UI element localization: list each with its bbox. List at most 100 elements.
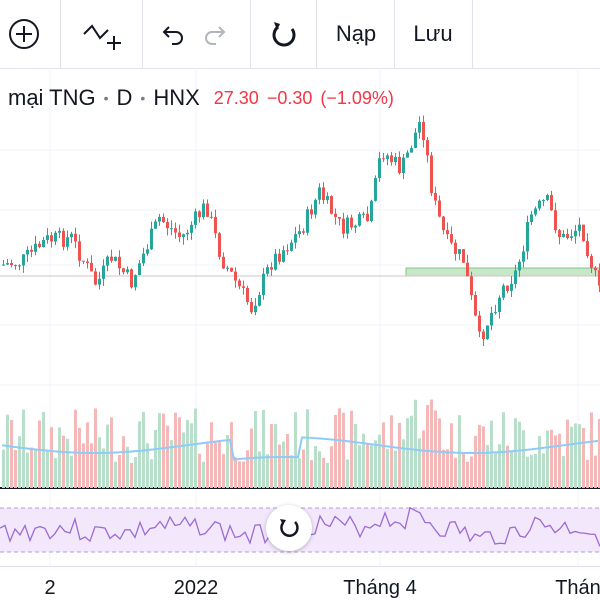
volume-bar: [422, 430, 425, 488]
candle: [302, 231, 305, 233]
candle: [322, 187, 325, 201]
volume-bar: [74, 409, 77, 488]
volume-bar: [546, 430, 549, 488]
candle: [334, 213, 337, 217]
candle: [270, 267, 273, 270]
load-button[interactable]: Nạp: [318, 0, 394, 68]
candle: [358, 214, 361, 226]
separator-dot: •: [103, 90, 109, 106]
candle: [306, 209, 309, 233]
candle: [450, 234, 453, 243]
volume-bar: [414, 399, 417, 488]
candle: [250, 301, 253, 313]
volume-bar: [46, 450, 49, 488]
volume-bar: [222, 454, 225, 488]
exchange-label: HNX: [153, 85, 200, 110]
volume-bar: [430, 399, 433, 488]
candle: [578, 224, 581, 231]
add-button[interactable]: [0, 0, 48, 68]
undo-button[interactable]: [150, 0, 192, 68]
candle: [282, 250, 285, 262]
candle: [26, 249, 29, 255]
volume-bar: [302, 449, 305, 488]
volume-bar: [526, 456, 529, 488]
candle: [258, 295, 261, 306]
volume-bar: [366, 443, 369, 488]
volume-bar: [326, 462, 329, 488]
candle: [406, 152, 409, 158]
replay-icon: [272, 22, 296, 47]
volume-bar: [138, 421, 141, 488]
volume-bar: [454, 457, 457, 488]
candle: [418, 121, 421, 133]
volume-bar: [502, 412, 505, 488]
volume-bar: [182, 432, 185, 488]
candle: [154, 221, 157, 229]
candle: [562, 233, 565, 238]
volume-bar: [402, 439, 405, 488]
candle: [326, 196, 329, 201]
volume-bar: [522, 430, 525, 488]
volume-bar: [410, 415, 413, 488]
candle: [66, 237, 69, 247]
volume-bar: [18, 436, 21, 488]
candle: [310, 209, 313, 215]
volume-bar: [434, 410, 437, 488]
reset-chart-button[interactable]: [266, 505, 312, 551]
volume-bar: [394, 450, 397, 488]
volume-bar: [150, 459, 153, 488]
candle: [510, 283, 513, 291]
candle: [354, 225, 357, 228]
volume-bar: [338, 408, 341, 488]
candle: [338, 216, 341, 219]
volume-bar: [510, 451, 513, 488]
volume-bar: [418, 438, 421, 488]
redo-button[interactable]: [196, 0, 238, 68]
volume-bar: [362, 433, 365, 488]
candle: [438, 200, 441, 217]
volume-bar: [370, 444, 373, 488]
volume-bar: [570, 426, 573, 488]
volume-bar: [566, 419, 569, 488]
candle: [594, 267, 597, 271]
candle: [350, 217, 353, 228]
candle: [62, 230, 65, 247]
candle: [98, 278, 101, 285]
price-chart[interactable]: [0, 0, 600, 566]
volume-bar: [350, 410, 353, 488]
candle: [298, 231, 301, 235]
candle: [410, 148, 413, 153]
candle: [558, 230, 561, 238]
volume-bar: [306, 409, 309, 488]
save-button[interactable]: Lưu: [396, 0, 470, 68]
volume-bar: [542, 453, 545, 488]
candle: [546, 194, 549, 201]
volume-bar: [86, 422, 89, 488]
volume-bar: [254, 410, 257, 488]
candle: [318, 187, 321, 200]
volume-bar: [574, 423, 577, 488]
volume-bar: [374, 440, 377, 488]
candle: [486, 325, 489, 339]
candle: [70, 233, 73, 238]
time-axis[interactable]: 2 2022 Tháng 4 Thán: [0, 566, 600, 601]
volume-bar: [438, 418, 441, 488]
replay-button[interactable]: [258, 0, 310, 68]
candle: [122, 268, 125, 273]
candle: [6, 263, 9, 265]
candle: [186, 232, 189, 235]
volume-bar: [482, 426, 485, 488]
candle: [182, 234, 185, 237]
candle: [590, 256, 593, 268]
candle: [106, 256, 109, 266]
indicators-button[interactable]: [72, 0, 134, 68]
volume-bar: [594, 455, 597, 488]
plus-circle-icon: [9, 19, 39, 49]
candle: [490, 312, 493, 326]
volume-bar: [134, 457, 137, 488]
candle: [378, 158, 381, 179]
candle: [14, 265, 17, 267]
volume-bar: [346, 459, 349, 488]
candle: [130, 269, 133, 288]
volume-bar: [442, 449, 445, 488]
